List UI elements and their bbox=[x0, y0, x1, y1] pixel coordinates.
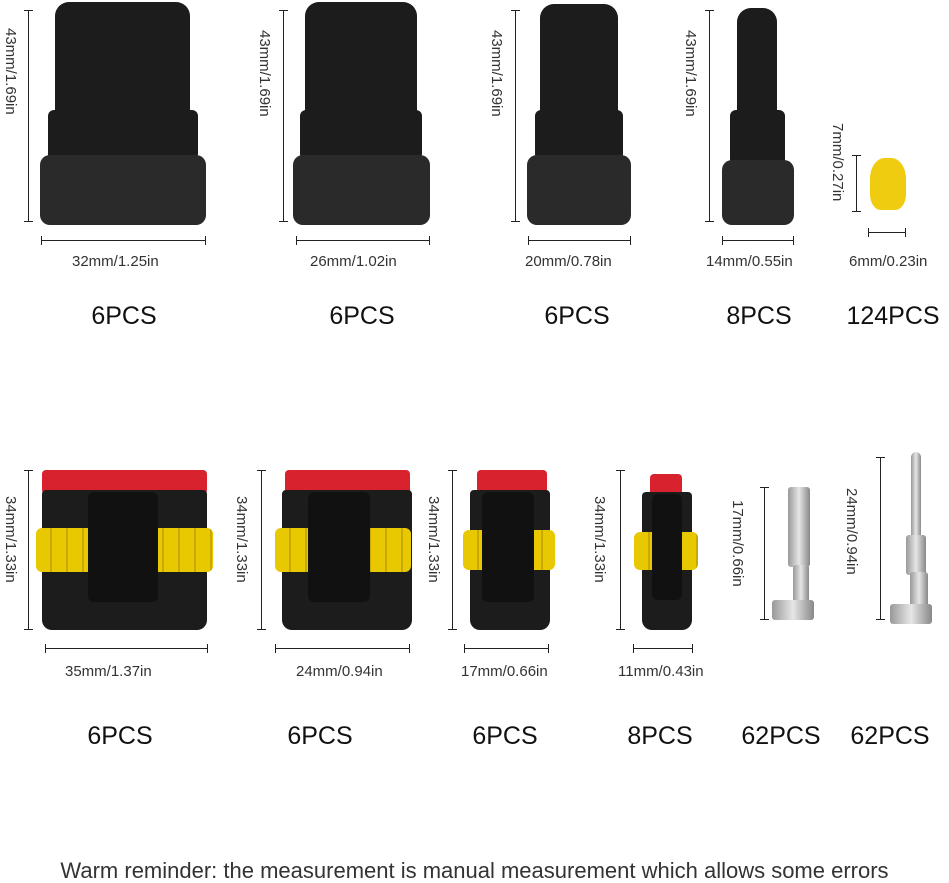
width-label: 17mm/0.66in bbox=[461, 663, 548, 680]
quantity-label: 6PCS bbox=[472, 722, 538, 750]
width-line bbox=[633, 644, 693, 653]
height-line bbox=[24, 10, 33, 222]
height-line bbox=[876, 457, 885, 620]
height-line bbox=[448, 470, 457, 630]
width-label: 24mm/0.94in bbox=[296, 663, 383, 680]
height-line bbox=[257, 470, 266, 630]
width-label: 14mm/0.55in bbox=[706, 253, 793, 270]
height-label: 17mm/0.66in bbox=[729, 500, 746, 587]
width-line bbox=[296, 236, 430, 245]
measurement-note: Warm reminder: the measurement is manual… bbox=[60, 858, 889, 883]
width-label: 20mm/0.78in bbox=[525, 253, 612, 270]
width-line bbox=[275, 644, 410, 653]
width-line bbox=[722, 236, 794, 245]
height-label: 24mm/0.94in bbox=[843, 488, 860, 575]
quantity-label: 6PCS bbox=[91, 302, 157, 330]
height-label: 34mm/1.33in bbox=[591, 496, 608, 583]
quantity-label: 6PCS bbox=[544, 302, 610, 330]
height-line bbox=[511, 10, 520, 222]
height-line bbox=[24, 470, 33, 630]
height-label: 34mm/1.33in bbox=[425, 496, 442, 583]
quantity-label: 6PCS bbox=[287, 722, 353, 750]
height-line bbox=[760, 487, 769, 620]
quantity-label: 8PCS bbox=[726, 302, 792, 330]
height-label: 43mm/1.69in bbox=[488, 30, 505, 117]
width-label: 6mm/0.23in bbox=[849, 253, 928, 270]
height-label: 43mm/1.69in bbox=[682, 30, 699, 117]
height-line bbox=[705, 10, 714, 222]
height-label: 43mm/1.69in bbox=[256, 30, 273, 117]
quantity-label: 6PCS bbox=[87, 722, 153, 750]
quantity-label: 62PCS bbox=[850, 722, 930, 750]
width-label: 32mm/1.25in bbox=[72, 253, 159, 270]
width-line bbox=[868, 228, 906, 237]
height-line bbox=[852, 155, 861, 212]
width-line bbox=[528, 236, 631, 245]
height-line bbox=[279, 10, 288, 222]
width-line bbox=[41, 236, 206, 245]
height-label: 7mm/0.27in bbox=[829, 123, 846, 202]
height-label: 34mm/1.33in bbox=[233, 496, 250, 583]
width-label: 35mm/1.37in bbox=[65, 663, 152, 680]
width-label: 26mm/1.02in bbox=[310, 253, 397, 270]
width-line bbox=[45, 644, 208, 653]
quantity-label: 8PCS bbox=[627, 722, 693, 750]
height-line bbox=[616, 470, 625, 630]
height-label: 43mm/1.69in bbox=[2, 28, 19, 115]
quantity-label: 124PCS bbox=[846, 302, 940, 330]
quantity-label: 62PCS bbox=[741, 722, 821, 750]
height-label: 34mm/1.33in bbox=[2, 496, 19, 583]
quantity-label: 6PCS bbox=[329, 302, 395, 330]
wire-seal bbox=[870, 158, 906, 210]
width-line bbox=[464, 644, 549, 653]
width-label: 11mm/0.43in bbox=[618, 663, 704, 680]
